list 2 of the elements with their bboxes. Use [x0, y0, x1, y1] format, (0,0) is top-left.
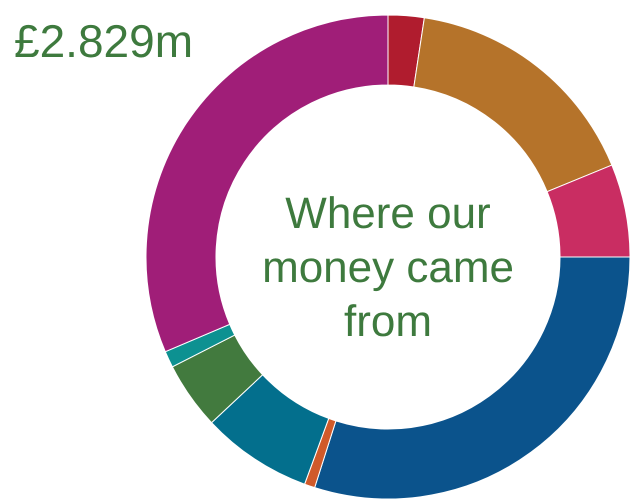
text: Where our money came from	[262, 189, 514, 346]
chart-title: £2.829m	[14, 15, 194, 67]
